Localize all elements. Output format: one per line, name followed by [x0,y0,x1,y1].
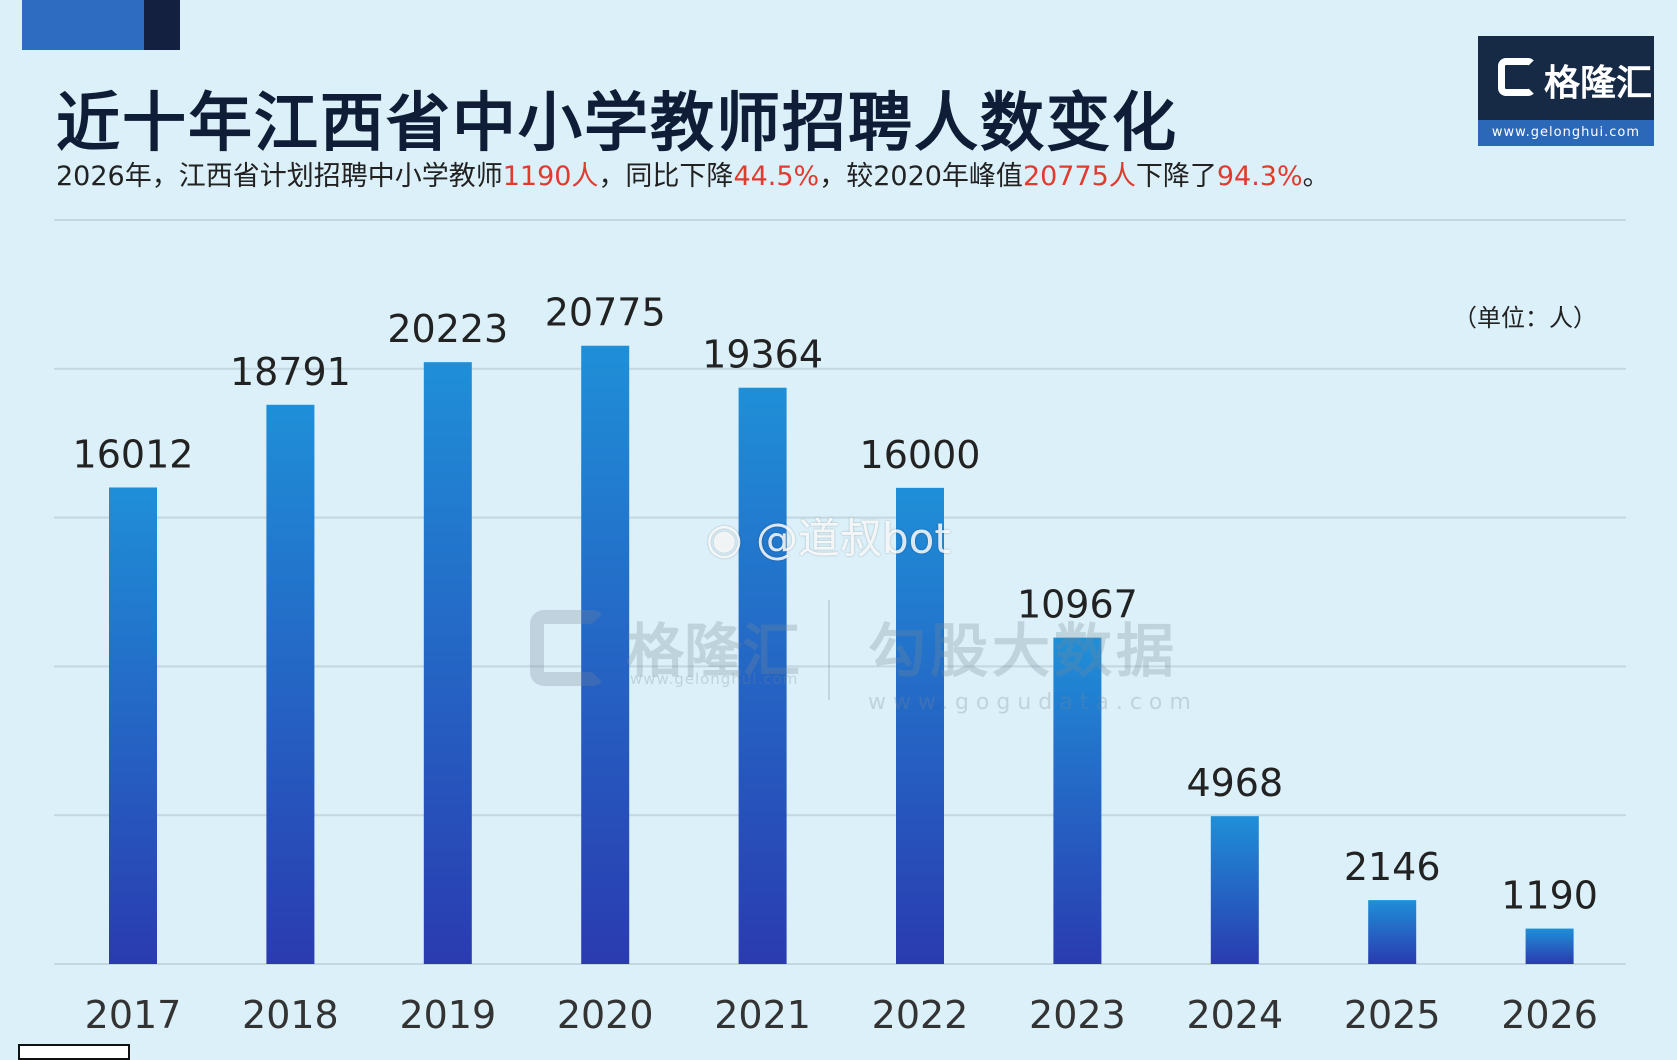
subtitle-highlight-3: 20775人 [1022,161,1136,192]
watermark-gogu-url: www.gogudata.com [868,690,1198,715]
bar-2025 [1368,900,1417,964]
weibo-watermark: ◉ @道叔bot [706,505,951,566]
data-label-2023: 10967 [1017,583,1138,627]
bar-2022 [896,487,944,964]
subtitle-text-4: 下降了 [1135,161,1217,192]
bar-2019 [423,362,472,964]
x-tick-label-2023: 2023 [1029,993,1126,1037]
subtitle-text-1: 2026年，江西省计划招聘中小学教师 [56,161,503,192]
subtitle-text-2: ，同比下降 [598,161,734,192]
bar-2017 [109,487,157,964]
bar-2024 [1210,816,1259,964]
logo-g-icon [1498,58,1536,96]
chart-subtitle: 2026年，江西省计划招聘中小学教师1190人，同比下降44.5%，较2020年… [56,154,1330,193]
x-tick-label-2026: 2026 [1501,993,1598,1037]
subtitle-text-3: ，较2020年峰值 [819,161,1023,192]
brand-logo: 格隆汇 www.gelonghui.com [1478,36,1654,146]
watermark-gogu-name: 勾股大数据 [868,617,1179,685]
data-label-2017: 16012 [73,432,194,476]
subtitle-highlight-4: 94.3% [1216,161,1303,192]
qr-code-icon [18,1044,130,1060]
data-label-2020: 20775 [545,291,666,335]
x-tick-label-2020: 2020 [557,993,654,1037]
gogu-watermark: 勾股大数据 www.gogudata.com [868,604,1198,715]
data-label-2022: 16000 [860,433,981,477]
logo-name: 格隆汇 [1544,63,1653,104]
x-tick-label-2018: 2018 [242,993,339,1037]
watermark-g-icon [530,610,606,686]
bar-2023 [1053,637,1102,964]
weibo-handle: @道叔bot [756,514,951,563]
watermark-divider [828,600,830,700]
header-accent-bar [22,0,144,50]
watermark-gelonghui-name: 格隆汇 [626,617,801,685]
data-label-2019: 20223 [387,307,508,351]
bar-2026 [1525,928,1574,964]
x-tick-label-2022: 2022 [872,993,969,1037]
x-tick-label-2024: 2024 [1186,993,1283,1037]
x-tick-label-2025: 2025 [1344,993,1441,1037]
data-label-2024: 4968 [1186,761,1283,805]
subtitle-highlight-2: 44.5% [733,161,820,192]
x-tick-label-2021: 2021 [714,993,811,1037]
bar-2020 [581,345,630,965]
bar-2018 [266,404,315,964]
x-tick-label-2019: 2019 [399,993,496,1037]
subtitle-text-5: 。 [1302,161,1330,192]
watermark-gelonghui-url: www.gelonghui.com [630,670,799,688]
bar-2021 [738,387,787,964]
header-accent-block [144,0,180,50]
chart-title: 近十年江西省中小学教师招聘人数变化 [56,87,1178,161]
data-label-2025: 2146 [1344,845,1441,889]
weibo-icon: ◉ [706,514,743,563]
unit-label: （单位：人） [1453,304,1597,332]
subtitle-highlight-1: 1190人 [502,161,599,192]
data-label-2018: 18791 [230,350,351,394]
logo-url: www.gelonghui.com [1478,120,1654,146]
data-label-2026: 1190 [1501,874,1598,918]
data-label-2021: 19364 [702,333,823,377]
x-tick-label-2017: 2017 [85,993,182,1037]
